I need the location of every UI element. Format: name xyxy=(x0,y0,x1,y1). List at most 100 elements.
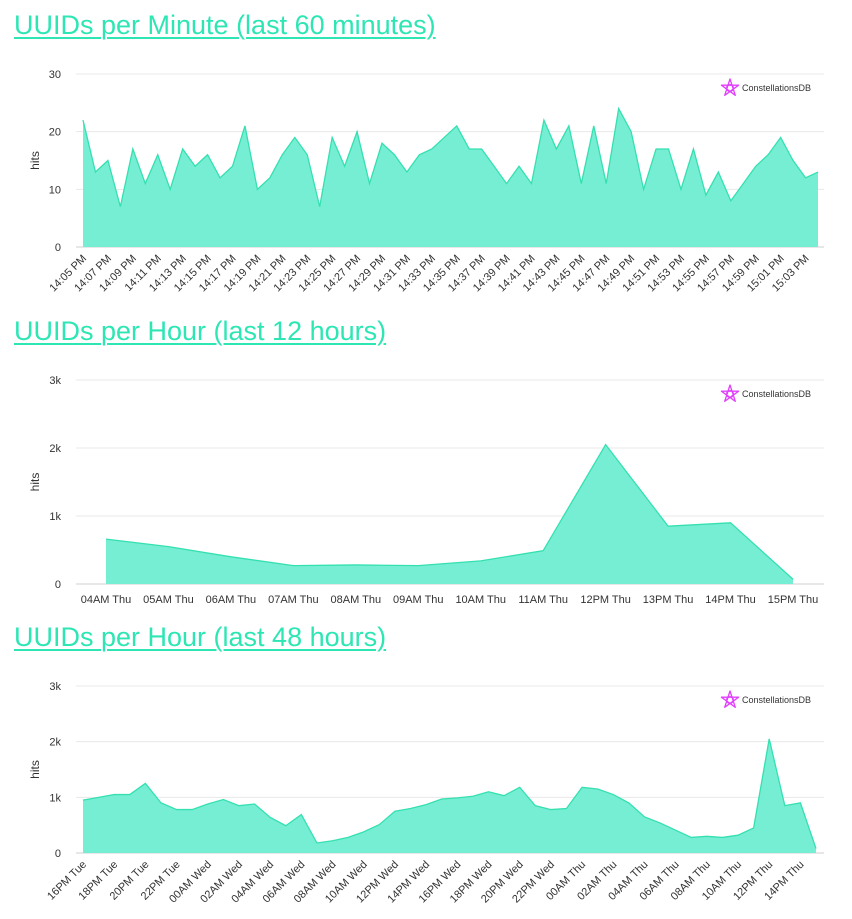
data-point[interactable] xyxy=(443,136,445,138)
data-point[interactable] xyxy=(534,804,536,806)
data-point[interactable] xyxy=(468,148,470,150)
data-point[interactable] xyxy=(667,525,669,527)
data-point[interactable] xyxy=(630,130,632,132)
data-point[interactable] xyxy=(230,556,232,558)
data-point[interactable] xyxy=(160,802,162,804)
data-point[interactable] xyxy=(456,125,458,127)
data-point[interactable] xyxy=(480,148,482,150)
data-point[interactable] xyxy=(659,822,661,824)
data-point[interactable] xyxy=(82,799,84,801)
data-point[interactable] xyxy=(799,802,801,804)
data-point[interactable] xyxy=(628,802,630,804)
data-point[interactable] xyxy=(706,835,708,837)
data-point[interactable] xyxy=(505,182,507,184)
data-point[interactable] xyxy=(705,194,707,196)
data-point[interactable] xyxy=(518,786,520,788)
data-point[interactable] xyxy=(674,829,676,831)
data-point[interactable] xyxy=(604,443,606,445)
data-point[interactable] xyxy=(119,205,121,207)
data-point[interactable] xyxy=(755,165,757,167)
data-point[interactable] xyxy=(730,200,732,202)
data-point[interactable] xyxy=(393,154,395,156)
data-point[interactable] xyxy=(331,840,333,842)
data-point[interactable] xyxy=(543,119,545,121)
data-point[interactable] xyxy=(331,136,333,138)
data-point[interactable] xyxy=(729,522,731,524)
data-point[interactable] xyxy=(144,782,146,784)
data-point[interactable] xyxy=(721,836,723,838)
data-point[interactable] xyxy=(472,795,474,797)
data-point[interactable] xyxy=(643,816,645,818)
data-point[interactable] xyxy=(642,188,644,190)
data-point[interactable] xyxy=(157,154,159,156)
chart-title[interactable]: UUIDs per Hour (last 48 hours) xyxy=(14,622,387,652)
data-point[interactable] xyxy=(269,177,271,179)
data-point[interactable] xyxy=(655,148,657,150)
data-point[interactable] xyxy=(363,831,365,833)
data-point[interactable] xyxy=(612,793,614,795)
data-point[interactable] xyxy=(318,205,320,207)
data-point[interactable] xyxy=(717,171,719,173)
data-point[interactable] xyxy=(94,171,96,173)
data-point[interactable] xyxy=(593,125,595,127)
data-point[interactable] xyxy=(518,165,520,167)
data-point[interactable] xyxy=(542,549,544,551)
data-point[interactable] xyxy=(97,796,99,798)
data-point[interactable] xyxy=(680,188,682,190)
data-point[interactable] xyxy=(355,564,357,566)
data-point[interactable] xyxy=(244,125,246,127)
data-point[interactable] xyxy=(804,177,806,179)
data-point[interactable] xyxy=(565,807,567,809)
data-point[interactable] xyxy=(269,816,271,818)
data-point[interactable] xyxy=(381,142,383,144)
data-point[interactable] xyxy=(238,804,240,806)
data-point[interactable] xyxy=(493,165,495,167)
data-point[interactable] xyxy=(82,119,84,121)
data-point[interactable] xyxy=(480,560,482,562)
data-point[interactable] xyxy=(596,788,598,790)
data-point[interactable] xyxy=(129,793,131,795)
data-point[interactable] xyxy=(207,803,209,805)
data-point[interactable] xyxy=(555,148,557,150)
data-point[interactable] xyxy=(356,130,358,132)
data-point[interactable] xyxy=(530,182,532,184)
data-point[interactable] xyxy=(194,165,196,167)
data-point[interactable] xyxy=(815,847,817,849)
data-point[interactable] xyxy=(487,791,489,793)
data-point[interactable] xyxy=(175,808,177,810)
data-point[interactable] xyxy=(441,798,443,800)
data-point[interactable] xyxy=(368,182,370,184)
data-point[interactable] xyxy=(617,107,619,109)
data-point[interactable] xyxy=(132,148,134,150)
data-point[interactable] xyxy=(206,154,208,156)
data-point[interactable] xyxy=(281,154,283,156)
data-point[interactable] xyxy=(779,136,781,138)
data-point[interactable] xyxy=(316,842,318,844)
chart-title[interactable]: UUIDs per Hour (last 12 hours) xyxy=(14,316,387,346)
data-point[interactable] xyxy=(417,564,419,566)
data-point[interactable] xyxy=(503,794,505,796)
data-point[interactable] xyxy=(425,803,427,805)
data-point[interactable] xyxy=(169,188,171,190)
data-point[interactable] xyxy=(737,834,739,836)
data-point[interactable] xyxy=(817,171,819,173)
data-point[interactable] xyxy=(431,148,433,150)
data-point[interactable] xyxy=(768,738,770,740)
data-point[interactable] xyxy=(792,159,794,161)
data-point[interactable] xyxy=(144,182,146,184)
data-point[interactable] xyxy=(767,154,769,156)
data-point[interactable] xyxy=(167,545,169,547)
data-point[interactable] xyxy=(306,154,308,156)
data-point[interactable] xyxy=(113,793,115,795)
data-point[interactable] xyxy=(792,578,794,580)
data-point[interactable] xyxy=(605,182,607,184)
data-point[interactable] xyxy=(300,813,302,815)
chart-title[interactable]: UUIDs per Minute (last 60 minutes) xyxy=(14,10,436,40)
data-point[interactable] xyxy=(105,538,107,540)
data-point[interactable] xyxy=(231,165,233,167)
data-point[interactable] xyxy=(292,564,294,566)
data-point[interactable] xyxy=(784,804,786,806)
data-point[interactable] xyxy=(690,836,692,838)
data-point[interactable] xyxy=(378,823,380,825)
data-point[interactable] xyxy=(667,148,669,150)
